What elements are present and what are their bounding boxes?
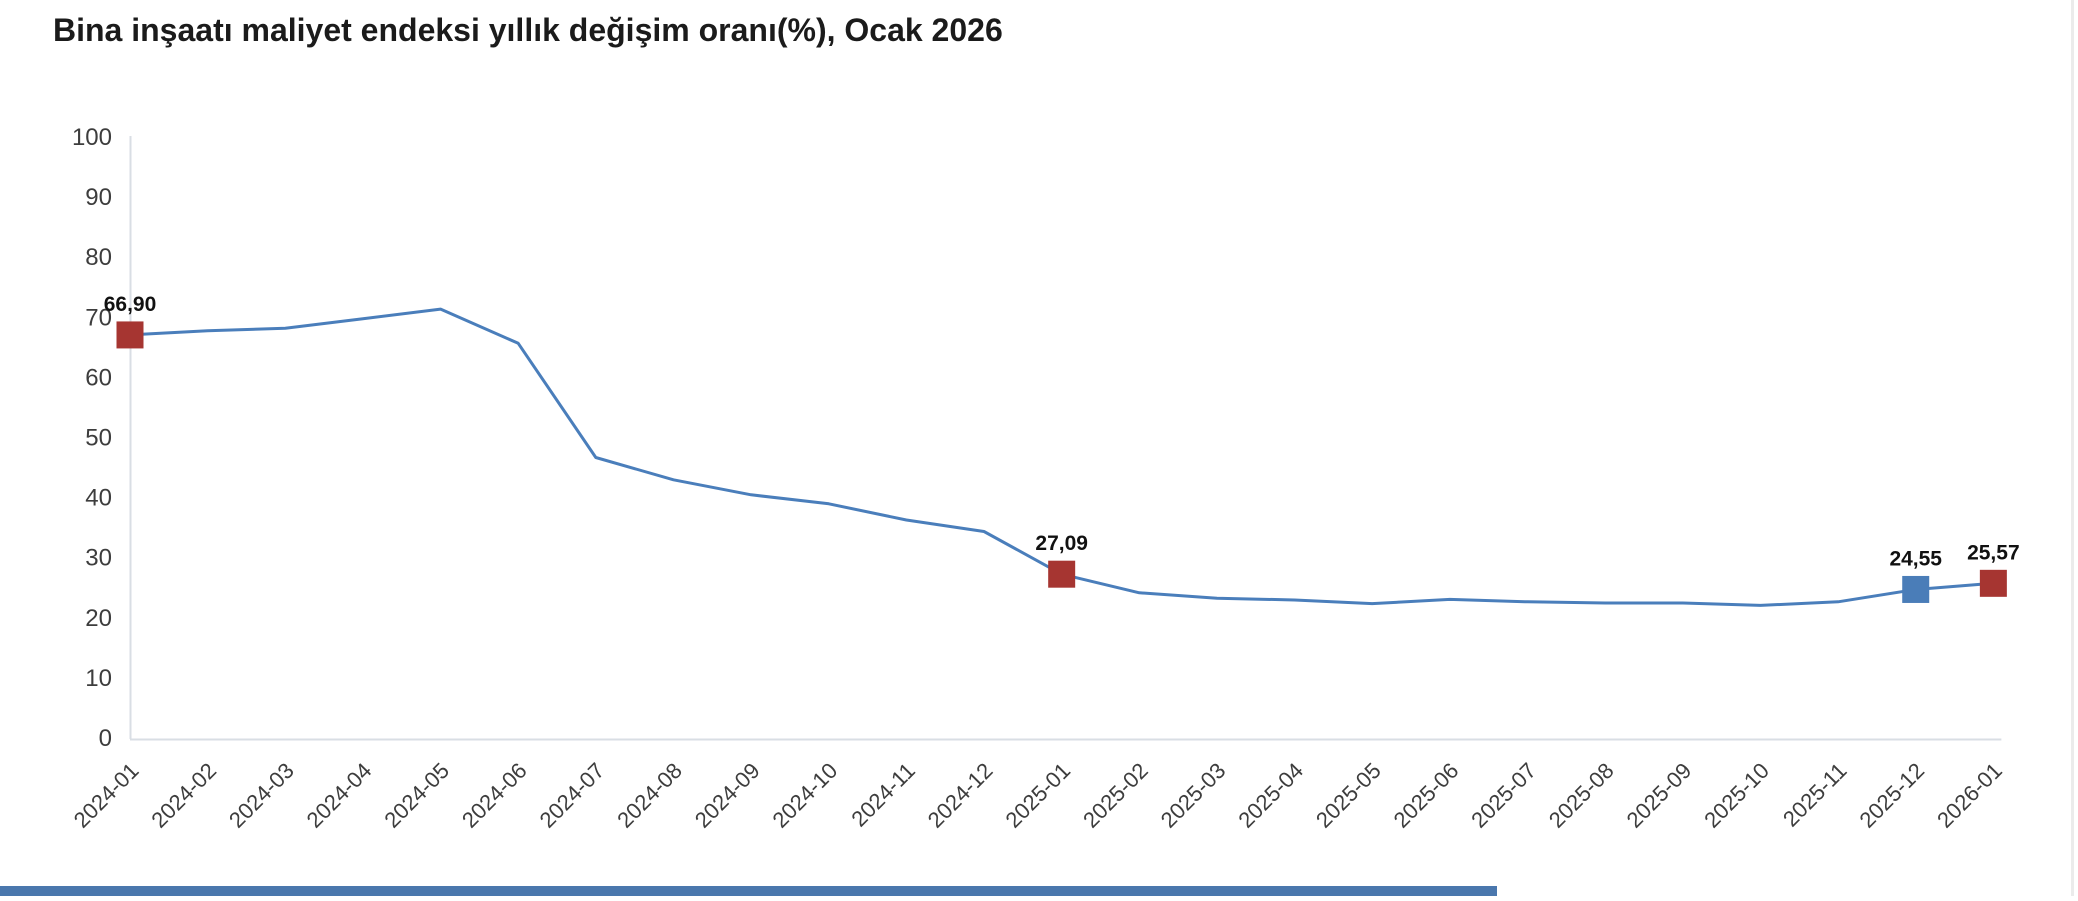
y-axis-tick-label: 30: [85, 545, 112, 572]
x-axis-tick-label: 2024-12: [923, 758, 998, 833]
chart-title: Bina inşaatı maliyet endeksi yıllık deği…: [53, 12, 1003, 48]
y-axis-tick-label: 90: [85, 184, 112, 211]
y-axis-tick-label: 80: [85, 244, 112, 271]
x-axis-tick-label: 2024-03: [224, 758, 299, 833]
x-axis-tick-label: 2024-05: [379, 758, 454, 833]
x-axis-tick-label: 2025-09: [1622, 758, 1697, 833]
x-axis-tick-label: 2025-06: [1389, 758, 1464, 833]
x-axis-tick-label: 2024-09: [690, 758, 765, 833]
data-point-marker: [1048, 560, 1076, 588]
y-axis-tick-label: 0: [99, 725, 112, 752]
horizontal-scrollbar-thumb[interactable]: [0, 886, 1497, 896]
x-axis-tick-label: 2025-03: [1156, 758, 1231, 833]
y-axis-tick-label: 100: [72, 124, 112, 151]
x-axis-tick-label: 2025-10: [1699, 758, 1774, 833]
x-axis-tick-label: 2024-02: [146, 758, 221, 833]
x-axis-tick-label: 2024-04: [302, 758, 377, 833]
data-point-label: 25,57: [1967, 541, 2020, 564]
data-point-marker: [1902, 575, 1930, 603]
x-axis-tick-label: 2024-10: [768, 758, 843, 833]
container-right-border: [2071, 0, 2074, 896]
data-point-label: 24,55: [1889, 547, 1942, 570]
x-axis-tick-label: 2024-01: [69, 758, 144, 833]
y-axis-tick-label: 40: [85, 485, 112, 512]
x-axis-tick-label: 2024-08: [612, 758, 687, 833]
x-axis-tick-label: 2025-07: [1466, 758, 1541, 833]
x-axis-tick-label: 2025-11: [1778, 758, 1852, 832]
y-axis-tick-label: 10: [85, 665, 112, 692]
x-axis-tick-label: 2024-06: [457, 758, 532, 833]
data-point-label: 66,90: [104, 293, 157, 316]
x-axis-tick-label: 2024-11: [846, 758, 920, 832]
data-point-label: 27,09: [1035, 532, 1088, 555]
data-point-marker: [1979, 569, 2007, 597]
x-axis-tick-label: 2025-04: [1233, 758, 1308, 833]
data-point-marker: [116, 321, 144, 349]
y-axis-tick-label: 20: [85, 605, 112, 632]
x-axis-tick-label: 2025-02: [1078, 758, 1153, 833]
x-axis-tick-label: 2025-05: [1311, 758, 1386, 833]
y-axis-tick-label: 70: [85, 304, 112, 331]
x-axis-tick-label: 2025-08: [1544, 758, 1619, 833]
x-axis-tick-label: 2025-01: [1000, 758, 1075, 833]
y-axis-tick-label: 50: [85, 425, 112, 452]
x-axis-tick-label: 2026-01: [1932, 758, 2007, 833]
y-axis-tick-label: 60: [85, 364, 112, 391]
x-axis-tick-label: 2025-12: [1854, 758, 1929, 833]
x-axis-tick-label: 2024-07: [535, 758, 610, 833]
